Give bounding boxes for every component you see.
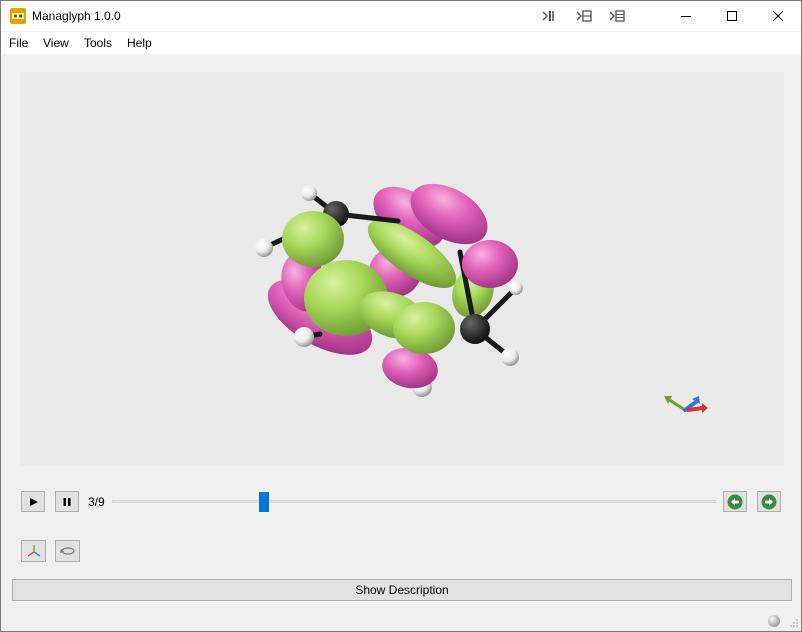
maximize-icon <box>727 11 737 21</box>
rotate-icon <box>59 547 75 555</box>
resize-grip-icon[interactable] <box>789 618 799 628</box>
pause-button[interactable] <box>55 491 79 512</box>
pause-icon <box>63 497 71 506</box>
minimize-icon <box>681 16 691 17</box>
orbital-lobe-pink-front <box>382 183 518 389</box>
rotate-button[interactable] <box>55 540 80 562</box>
menu-file[interactable]: File <box>9 36 29 50</box>
next-frame-button[interactable] <box>757 491 781 512</box>
show-description-button[interactable]: Show Description <box>12 579 792 601</box>
title-bar: Managlyph 1.0.0 <box>1 1 801 31</box>
menu-view[interactable]: View <box>43 36 69 50</box>
axes-button[interactable] <box>21 540 46 562</box>
menu-help[interactable]: Help <box>127 36 152 50</box>
menu-tools[interactable]: Tools <box>84 36 113 50</box>
molecule-viewport[interactable] <box>20 72 784 466</box>
orientation-axes <box>664 396 708 413</box>
managlyph-icon <box>10 8 26 24</box>
play-button[interactable] <box>21 491 45 512</box>
axes-icon <box>27 545 40 557</box>
status-indicator <box>768 615 780 627</box>
close-icon <box>772 10 784 22</box>
orbital-lobe-green-front <box>282 211 455 354</box>
render-icon[interactable] <box>607 7 627 25</box>
previous-frame-button[interactable] <box>723 491 747 512</box>
frame-counter: 3/9 <box>88 495 105 509</box>
menu-bar: File View Tools Help <box>1 32 801 54</box>
frame-slider-track[interactable] <box>112 500 716 503</box>
orbital-render <box>255 183 708 413</box>
window-title: Managlyph 1.0.0 <box>32 9 121 23</box>
minimize-button[interactable] <box>663 1 709 31</box>
previous-frame-icon <box>727 494 743 509</box>
close-button[interactable] <box>755 1 801 31</box>
record-icon[interactable] <box>574 7 594 25</box>
maximize-button[interactable] <box>709 1 755 31</box>
next-frame-icon <box>761 494 777 509</box>
frame-slider-thumb[interactable] <box>259 492 269 512</box>
export-icon[interactable] <box>539 7 559 25</box>
play-icon <box>30 497 38 506</box>
